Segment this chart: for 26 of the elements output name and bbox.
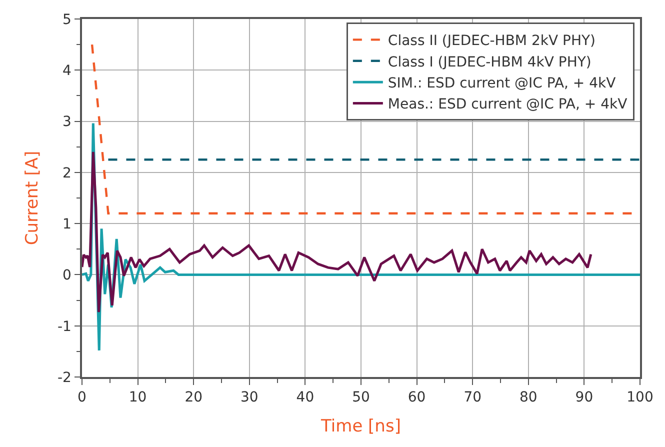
y-tick-label: 0: [62, 268, 72, 284]
legend-label: SIM.: ESD current @IC PA, + 4kV: [388, 76, 616, 92]
x-axis-title: Time [ns]: [320, 416, 401, 436]
x-tick-label: 40: [296, 390, 314, 406]
y-tick-label: 2: [62, 165, 72, 182]
y-tick-label: -2: [57, 370, 72, 386]
y-tick-label: 3: [62, 114, 72, 130]
x-tick-label: 60: [408, 390, 426, 406]
x-tick-label: 90: [575, 390, 594, 406]
y-tick-label: 4: [62, 63, 72, 80]
x-tick-label: 20: [184, 390, 203, 406]
x-tick-label: 10: [128, 390, 147, 406]
y-tick-label: 5: [62, 12, 72, 28]
y-tick-label: 1: [62, 216, 72, 232]
legend-label: Class II (JEDEC-HBM 2kV PHY): [388, 33, 596, 50]
y-tick-label: -1: [57, 318, 72, 335]
x-tick-label: 80: [519, 390, 538, 406]
x-tick-label: 0: [78, 390, 86, 406]
y-axis-title: Current [A]: [22, 150, 43, 246]
x-tick-label: 30: [240, 390, 258, 406]
x-tick-label: 50: [352, 390, 370, 406]
line-series: [82, 150, 592, 314]
x-tick-label: 70: [464, 390, 482, 406]
legend-label: Meas.: ESD current @IC PA, + 4kV: [388, 96, 628, 113]
legend-label: Class I (JEDEC-HBM 4kV PHY): [388, 54, 592, 70]
x-tick-label: 100: [626, 390, 654, 406]
